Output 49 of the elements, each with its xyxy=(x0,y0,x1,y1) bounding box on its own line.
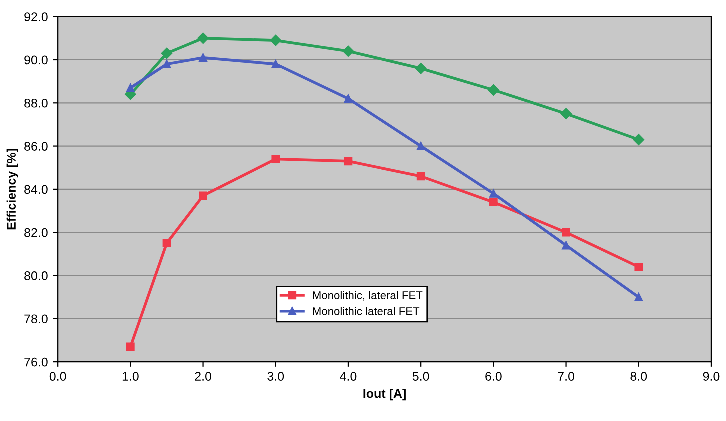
y-tick-label: 88.0 xyxy=(24,98,48,108)
point xyxy=(415,63,427,74)
point xyxy=(198,32,209,44)
x-tick-label: 3.0 xyxy=(268,372,284,381)
point xyxy=(633,134,644,146)
y-tick-label: 76.0 xyxy=(24,358,48,367)
y-tick-label: 86.0 xyxy=(24,142,48,151)
x-tick-label: 2.0 xyxy=(195,372,212,381)
point xyxy=(416,142,426,150)
legend-label: Monolithic lateral FET xyxy=(313,307,420,316)
point xyxy=(490,190,498,198)
x-axis-title: Iout [A] xyxy=(364,388,406,401)
x-tick-label: 7.0 xyxy=(558,372,574,381)
point xyxy=(162,60,172,68)
x-tick-label: 4.0 xyxy=(340,372,357,381)
point xyxy=(272,60,280,68)
x-tick-label: 8.0 xyxy=(630,372,648,381)
point xyxy=(562,241,570,250)
point xyxy=(199,192,208,200)
point xyxy=(562,228,570,237)
y-tick-label: 92.0 xyxy=(24,12,48,22)
y-tick-label: 78.0 xyxy=(24,314,48,324)
legend-label: Monolithic, lateral FET xyxy=(313,291,423,301)
point xyxy=(488,84,500,96)
point xyxy=(342,46,354,57)
point xyxy=(344,157,353,166)
point xyxy=(634,293,644,302)
point xyxy=(126,342,135,352)
point xyxy=(126,84,135,92)
x-tick-label: 0.0 xyxy=(50,372,66,381)
point xyxy=(161,48,173,60)
x-tick-label: 1.0 xyxy=(122,372,139,381)
y-tick-label: 80.0 xyxy=(24,272,48,280)
y-tick-label: 84.0 xyxy=(24,185,48,194)
point xyxy=(634,262,644,272)
point xyxy=(490,198,498,207)
point xyxy=(272,155,280,164)
point xyxy=(270,34,282,46)
x-tick-label: 5.0 xyxy=(412,372,430,381)
y-tick-label: 82.0 xyxy=(24,228,48,238)
point xyxy=(560,108,572,120)
point xyxy=(199,54,208,62)
point xyxy=(344,94,353,103)
y-axis-title: Efficiency [%] xyxy=(6,149,18,230)
x-tick-label: 9.0 xyxy=(703,372,720,381)
x-tick-label: 6.0 xyxy=(486,372,502,381)
point xyxy=(162,239,172,248)
point xyxy=(416,172,426,181)
y-tick-label: 90.0 xyxy=(24,56,48,65)
